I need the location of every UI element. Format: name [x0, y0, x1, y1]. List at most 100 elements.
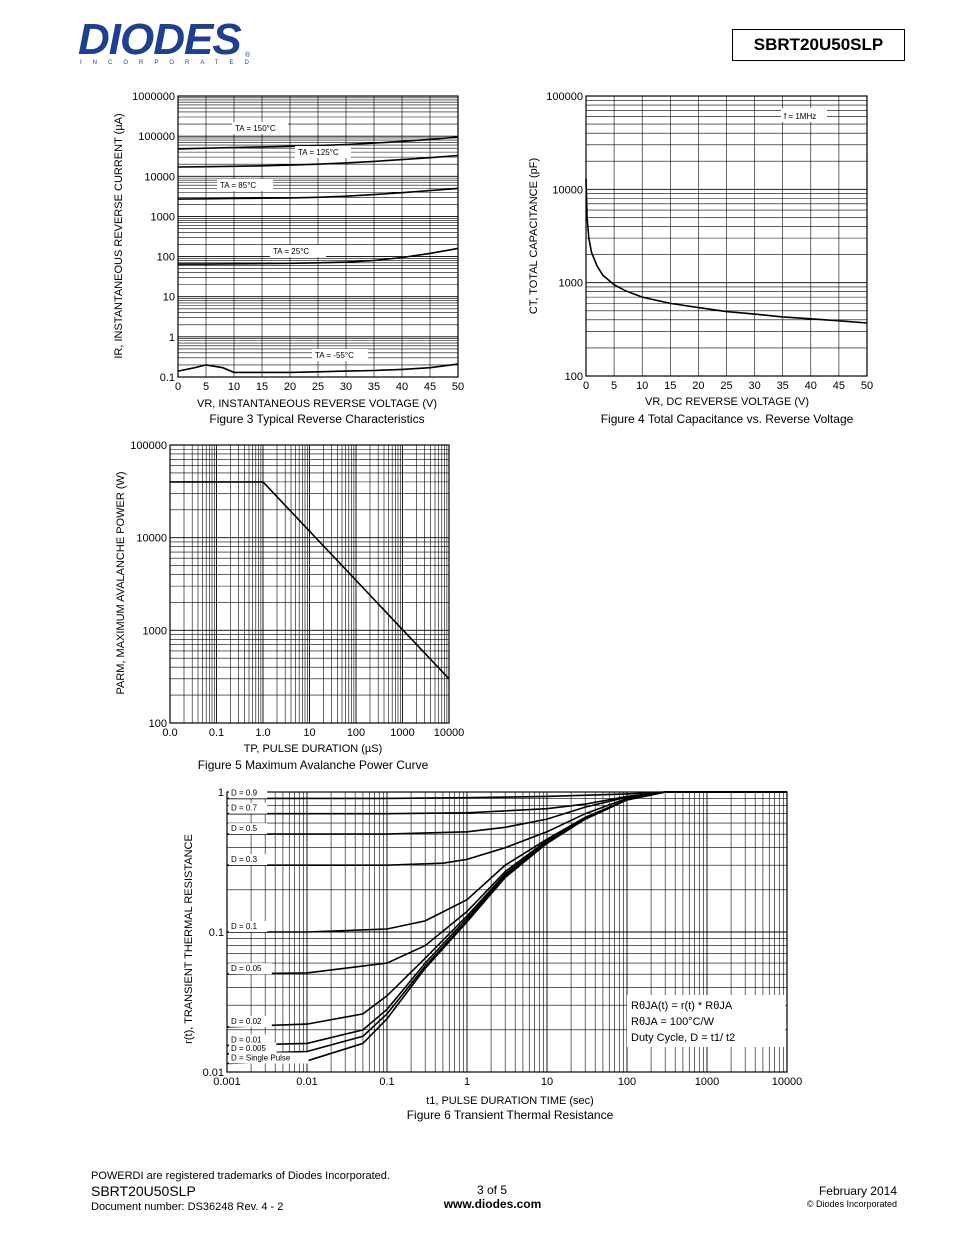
y-tick-label: 10 [163, 292, 175, 304]
series-line [177, 136, 459, 150]
series-label-bg [217, 179, 273, 191]
x-tick-label: 1000 [390, 727, 414, 739]
footer-website-link[interactable]: www.diodes.com [443, 1197, 542, 1211]
series-label-bg [232, 122, 288, 134]
duty-label-bg [229, 854, 268, 866]
series-label-bg [312, 349, 368, 361]
x-tick-label: 0 [583, 380, 589, 392]
x-tick-label: 45 [424, 381, 436, 393]
footer-part-number: SBRT20U50SLP [91, 1183, 196, 1199]
duty-cycle-label: D = Single Pulse [231, 1054, 291, 1063]
x-tick-label: 5 [611, 380, 617, 392]
figure-5-y-axis-label: PARM, MAXIMUM AVALANCHE POWER (W) [115, 471, 127, 694]
x-tick-label: 10 [228, 381, 240, 393]
x-tick-label: 0.0 [162, 727, 177, 739]
figure-5-chart: 0.0 0.1 1.0 10 100 1000 10000 100 1000 10000 10000… [130, 440, 464, 739]
figure-6-x-axis-label: t1, PULSE DURATION TIME (sec) [426, 1095, 594, 1107]
y-tick-label: 100000 [138, 131, 175, 143]
duty-label-bg [229, 1052, 309, 1064]
figure-6-chart: 0.001 0.01 0.1 1 10 100 1000 100000.010.11 D = 0… [203, 787, 803, 1088]
duty-cycle-label: D = 0.3 [231, 855, 258, 864]
x-tick-label: 45 [833, 380, 845, 392]
duty-label-bg [229, 787, 268, 799]
x-tick-label: 0.001 [213, 1076, 241, 1088]
y-tick-label: 100 [565, 371, 583, 383]
footer-trademark: POWERDI are registered trademarks of Dio… [91, 1170, 390, 1182]
footer-date: February 2014 [818, 1184, 897, 1198]
y-tick-label: 1 [218, 787, 224, 799]
duty-label-bg [229, 1034, 272, 1046]
y-tick-label: 1000 [151, 211, 175, 223]
x-tick-label: 0.1 [209, 727, 224, 739]
duty-cycle-label: D = 0.05 [231, 964, 262, 973]
y-tick-label: 0.1 [160, 372, 175, 384]
figure-4-caption: Figure 4 Total Capacitance vs. Reverse V… [601, 412, 854, 426]
y-tick-label: 1000 [559, 278, 583, 290]
duty-cycle-label: D = 0.9 [231, 788, 258, 797]
duty-cycle-label: D = 0.1 [231, 922, 258, 931]
duty-label-bg [229, 963, 272, 975]
annotation-bg [781, 108, 827, 122]
figure-4-chart: 0 5 10 15 20 25 30 35 40 45 50 100 1000 10000 100000 f … [546, 91, 873, 392]
y-tick-label: 10000 [136, 533, 167, 545]
figure-4-x-axis-label: VR, DC REVERSE VOLTAGE (V) [645, 396, 809, 408]
x-tick-label: 5 [203, 381, 209, 393]
footer-document-number: Document number: DS36248 Rev. 4 - 2 [91, 1201, 284, 1213]
x-tick-label: 25 [720, 380, 732, 392]
series-line [177, 154, 459, 168]
figure-4-y-axis-label: CT, TOTAL CAPACITANCE (pF) [528, 158, 540, 314]
y-tick-label: 10000 [144, 171, 175, 183]
y-tick-label: 100000 [130, 440, 167, 452]
duty-cycle-label: D = 0.5 [231, 824, 258, 833]
duty-cycle-label: D = 0.005 [231, 1044, 266, 1053]
figure-3-y-axis-label: IR, INSTANTANEOUS REVERSE CURRENT (µA) [113, 113, 125, 358]
company-logo: DIODES [78, 15, 242, 64]
y-tick-label: 100 [157, 252, 175, 264]
figure-3-caption: Figure 3 Typical Reverse Characteristics [209, 412, 424, 426]
x-tick-label: 40 [805, 380, 817, 392]
series-label-bg [295, 146, 351, 158]
x-tick-label: 40 [396, 381, 408, 393]
y-tick-label: 1000 [143, 625, 167, 637]
footer-page-number: 3 of 5 [476, 1183, 508, 1197]
series-line [227, 791, 787, 815]
x-tick-label: 0.01 [296, 1076, 317, 1088]
registered-mark: ® [245, 52, 251, 59]
x-tick-label: 10000 [772, 1076, 803, 1088]
x-tick-label: 1000 [695, 1076, 719, 1088]
thermal-note: Duty Cycle, D = t1/ t2 [631, 1032, 735, 1044]
x-tick-label: 10 [303, 727, 315, 739]
duty-label-bg [229, 802, 268, 814]
series-line [170, 481, 450, 680]
plot-frame [169, 444, 450, 724]
x-tick-label: 1.0 [255, 727, 270, 739]
series-line [226, 791, 787, 1065]
footer-copyright: © Diodes Incorporated [806, 1199, 897, 1209]
x-tick-label: 15 [256, 381, 268, 393]
figure-6-y-axis-label: r(t), TRANSIENT THERMAL RESISTANCE [183, 834, 195, 1044]
series-line [177, 187, 459, 200]
x-tick-label: 30 [748, 380, 760, 392]
y-tick-label: 1000000 [132, 91, 175, 103]
y-tick-label: 10000 [552, 184, 583, 196]
duty-label-bg [229, 1015, 272, 1027]
x-tick-label: 100 [347, 727, 365, 739]
x-tick-label: 20 [284, 381, 296, 393]
y-tick-label: 0.1 [209, 927, 224, 939]
duty-cycle-label: D = 0.02 [231, 1017, 262, 1026]
part-number-box: SBRT20U50SLP [732, 29, 905, 61]
x-tick-label: 100 [618, 1076, 636, 1088]
x-tick-label: 10 [541, 1076, 553, 1088]
series-label: TA = 25°C [273, 247, 309, 256]
series-label: TA = -55°C [315, 351, 354, 360]
series-label: TA = 150°C [235, 124, 276, 133]
x-tick-label: 0 [175, 381, 181, 393]
x-tick-label: 10000 [434, 727, 465, 739]
duty-label-bg [229, 1042, 277, 1054]
y-tick-label: 100000 [546, 91, 583, 103]
thermal-note: RθJA = 100°C/W [631, 1016, 715, 1028]
y-tick-label: 0.01 [203, 1067, 224, 1079]
series-line [227, 791, 787, 800]
x-tick-label: 20 [692, 380, 704, 392]
